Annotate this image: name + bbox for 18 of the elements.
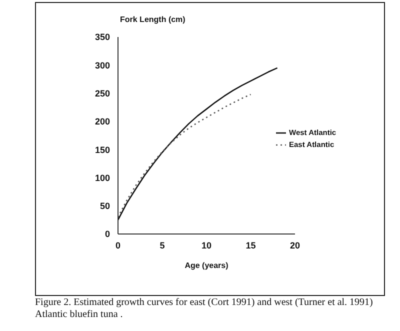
y-tick-label: 200 (94, 116, 110, 127)
caption: Figure 2. Estimated growth curves for east (Cort 1991) and west (Turner et al. 1991) Atlantic bluefin tuna . (35, 297, 374, 321)
x-tick-label: 10 (201, 240, 212, 250)
y-tick-label: 250 (94, 88, 110, 98)
y-tick-label: 100 (94, 172, 110, 183)
y-tick-label: 50 (100, 201, 110, 212)
y-axis-title: Fork Length (cm) (120, 15, 186, 24)
y-tick-label: 150 (94, 144, 110, 155)
y-tick-label: 0 (104, 229, 110, 240)
x-tick-label: 5 (160, 240, 165, 250)
x-axis-title: Age (years) (184, 261, 229, 270)
line-series (118, 67, 278, 221)
y-tick-label: 300 (94, 60, 110, 70)
x-tick-label: 15 (246, 240, 256, 250)
x-tick-label: 0 (115, 240, 121, 250)
x-tick-label: 20 (290, 240, 300, 250)
y-tick-label: 350 (94, 32, 110, 42)
line-series (118, 94, 252, 218)
